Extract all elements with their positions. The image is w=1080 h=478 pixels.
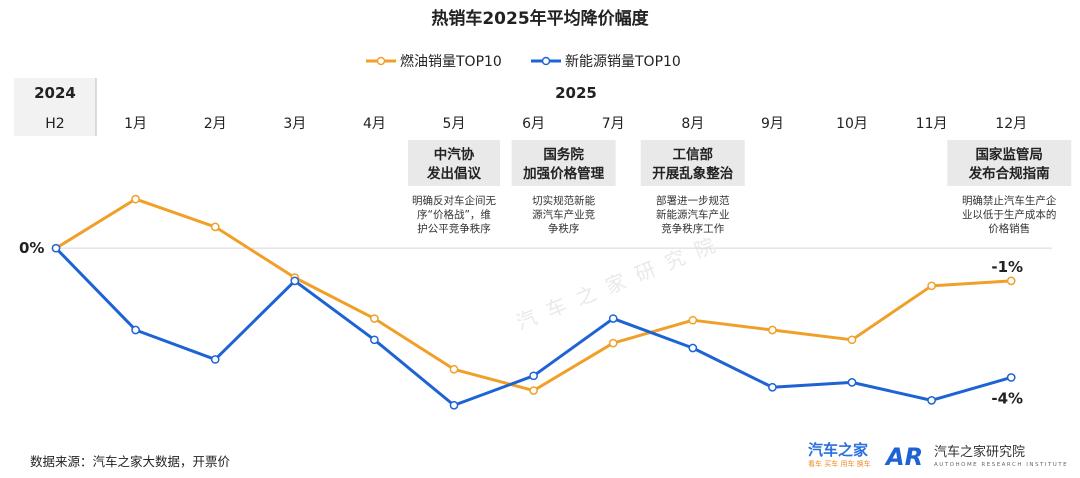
institute-mark: AR [884, 443, 923, 471]
x-tick-label: 11月 [916, 116, 948, 132]
event-description: 价格销售 [988, 222, 1030, 235]
data-point-fuel [688, 315, 698, 325]
event-description: 护公平竞争秩序 [417, 222, 491, 235]
header-band-2025 [96, 78, 1066, 136]
chart-title: 热销车2025年平均降价幅度 [431, 8, 649, 29]
data-point-nev [688, 343, 698, 353]
legend-label-nev: 新能源销量TOP10 [565, 54, 681, 70]
event-description: 争秩序 [548, 222, 580, 235]
event-description: 竞争秩序工作 [661, 222, 724, 235]
data-point-nev [927, 396, 936, 405]
event-box [640, 140, 745, 186]
end-value-label: -1% [991, 258, 1023, 276]
event-description: 部署进一步规范 [656, 194, 730, 207]
data-point-nev [1006, 373, 1016, 382]
data-point-nev [529, 371, 538, 381]
data-point-fuel [608, 338, 618, 348]
watermark: 汽车之家研究院 [513, 228, 730, 334]
data-point-fuel [927, 281, 936, 291]
autohome-logo: 汽车之家 看车 买车 用车 换车 [808, 441, 871, 468]
legend-marker-fuel [376, 56, 386, 66]
event-title: 中汽协 [434, 146, 475, 163]
institute-name: 汽车之家研究院 [934, 444, 1025, 460]
data-point-fuel [847, 335, 857, 345]
event-title: 工信部 [673, 146, 714, 163]
x-tick-label: 10月 [836, 116, 868, 132]
event-description: 切实规范新能 [532, 194, 595, 207]
year-label-2025: 2025 [555, 84, 597, 102]
x-tick-label: 2月 [204, 116, 227, 132]
event-box [947, 140, 1072, 186]
x-tick-label: 12月 [995, 116, 1027, 132]
event-title: 国务院 [543, 146, 584, 163]
x-tick-label: H2 [45, 116, 64, 132]
autohome-logo-name: 汽车之家 [808, 441, 868, 459]
end-labels: -1% -4% [991, 258, 1023, 408]
data-point-nev [449, 400, 459, 410]
event-box [408, 140, 500, 186]
data-point-nev [210, 355, 220, 364]
event-description: 序“价格战”，维 [417, 208, 491, 221]
data-point-fuel [370, 314, 379, 323]
data-point-fuel [131, 194, 140, 204]
data-point-nev [131, 325, 140, 335]
event-description: 明确禁止汽车生产企 [962, 194, 1057, 207]
event-title: 发出倡议 [426, 165, 481, 182]
x-tick-label: 6月 [522, 116, 545, 132]
x-tick-label: 3月 [283, 116, 306, 132]
event-title: 国家监管局 [975, 146, 1043, 163]
event-title: 开展乱象整治 [652, 165, 733, 182]
data-point-nev [768, 382, 777, 392]
event-description: 新能源汽车产业 [656, 208, 730, 221]
event-description: 业以低于生产成本的 [962, 208, 1057, 221]
event-title: 发布合规指南 [968, 165, 1050, 182]
x-tick-label: 8月 [681, 116, 704, 132]
data-source: 数据来源：汽车之家大数据，开票价 [30, 454, 231, 469]
x-tick-label: 9月 [761, 116, 784, 132]
event-title: 加强价格管理 [522, 165, 604, 182]
data-point-fuel [768, 325, 777, 335]
x-tick-labels: H2 1月 2月 3月 4月 5月 6月 7月 8月 9月 10月 11月 12月 [45, 116, 1027, 132]
series-line-fuel [55, 197, 1012, 393]
data-point-fuel [210, 222, 220, 232]
data-point-nev [290, 276, 300, 286]
data-point-fuel [529, 386, 538, 395]
y-zero-label: 0% [19, 239, 44, 257]
data-point-nev [847, 378, 857, 387]
end-value-label: -4% [991, 389, 1023, 407]
data-point-nev [51, 243, 61, 253]
legend: 燃油销量TOP10 新能源销量TOP10 [366, 53, 681, 70]
data-point-fuel [1006, 276, 1016, 286]
x-tick-label: 4月 [363, 116, 386, 132]
autohome-logo-slogan: 看车 买车 用车 换车 [808, 459, 871, 468]
legend-marker-nev [541, 56, 551, 66]
x-tick-label: 7月 [602, 116, 625, 132]
data-point-nev [608, 314, 618, 323]
year-label-2024: 2024 [34, 84, 76, 102]
data-point-nev [370, 335, 379, 345]
data-point-fuel [449, 364, 459, 374]
legend-label-fuel: 燃油销量TOP10 [400, 53, 502, 70]
series-layer [51, 194, 1016, 410]
institute-sub: AUTOHOME RESEARCH INSTITUTE [934, 462, 1068, 468]
event-description: 明确反对车企间无 [412, 194, 496, 207]
x-tick-label: 5月 [443, 116, 466, 132]
event-description: 源汽车产业竞 [532, 208, 595, 221]
x-tick-label: 1月 [124, 116, 147, 132]
research-institute-logo: AR 汽车之家研究院 AUTOHOME RESEARCH INSTITUTE [884, 443, 1068, 471]
event-box [511, 140, 616, 186]
